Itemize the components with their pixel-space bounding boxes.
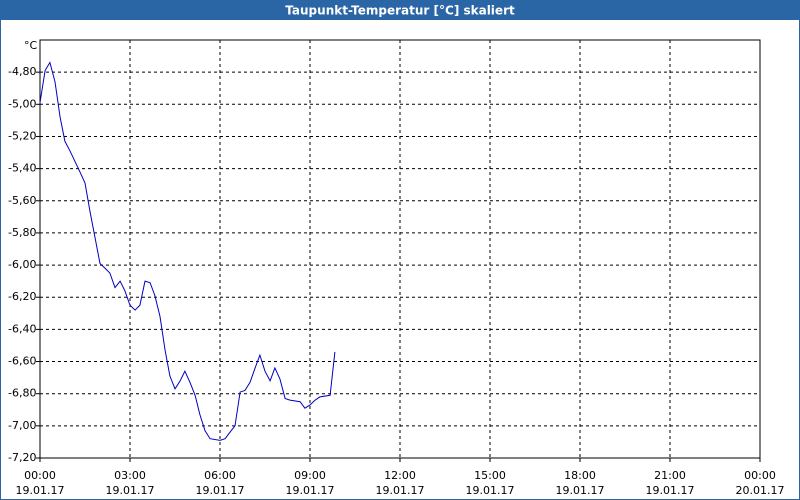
x-tick-label: 06:00 (204, 469, 236, 482)
y-unit: °C (24, 39, 38, 52)
title-bar (0, 0, 800, 20)
x-tick-date: 19.01.17 (286, 484, 335, 497)
y-tick-label: -6,20 (8, 290, 36, 303)
x-tick-label: 12:00 (384, 469, 416, 482)
y-tick-label: -7,00 (8, 419, 36, 432)
x-tick-date: 19.01.17 (466, 484, 515, 497)
x-tick-label: 00:00 (744, 469, 776, 482)
y-tick-label: -6,60 (8, 355, 36, 368)
x-tick-date: 19.01.17 (646, 484, 695, 497)
x-tick-label: 09:00 (294, 469, 326, 482)
y-tick-label: -6,40 (8, 322, 36, 335)
x-tick-label: 18:00 (564, 469, 596, 482)
y-tick-label: -5,60 (8, 194, 36, 207)
data-line (39, 61, 336, 441)
y-tick-label: -5,00 (8, 97, 36, 110)
x-tick-date: 19.01.17 (376, 484, 425, 497)
x-tick-label: 03:00 (114, 469, 146, 482)
x-tick-date: 20.01.17 (736, 484, 785, 497)
plot-frame (39, 39, 761, 459)
y-tick-label: -6,80 (8, 387, 36, 400)
x-tick-date: 19.01.17 (106, 484, 155, 497)
x-tick-date: 19.01.17 (556, 484, 605, 497)
y-tick-label: -4,80 (8, 65, 36, 78)
x-tick-date: 19.01.17 (16, 484, 65, 497)
y-tick-label: -6,00 (8, 258, 36, 271)
chart-title: Taupunkt-Temperatur [°C] skaliert (285, 4, 515, 18)
x-tick-label: 00:00 (24, 469, 56, 482)
x-tick-label: 15:00 (474, 469, 506, 482)
x-tick-date: 19.01.17 (196, 484, 245, 497)
y-tick-label: -5,80 (8, 226, 36, 239)
y-tick-label: -5,40 (8, 162, 36, 175)
y-tick-label: -5,20 (8, 129, 36, 142)
y-tick-label: -7,20 (8, 451, 36, 464)
x-tick-label: 21:00 (654, 469, 686, 482)
